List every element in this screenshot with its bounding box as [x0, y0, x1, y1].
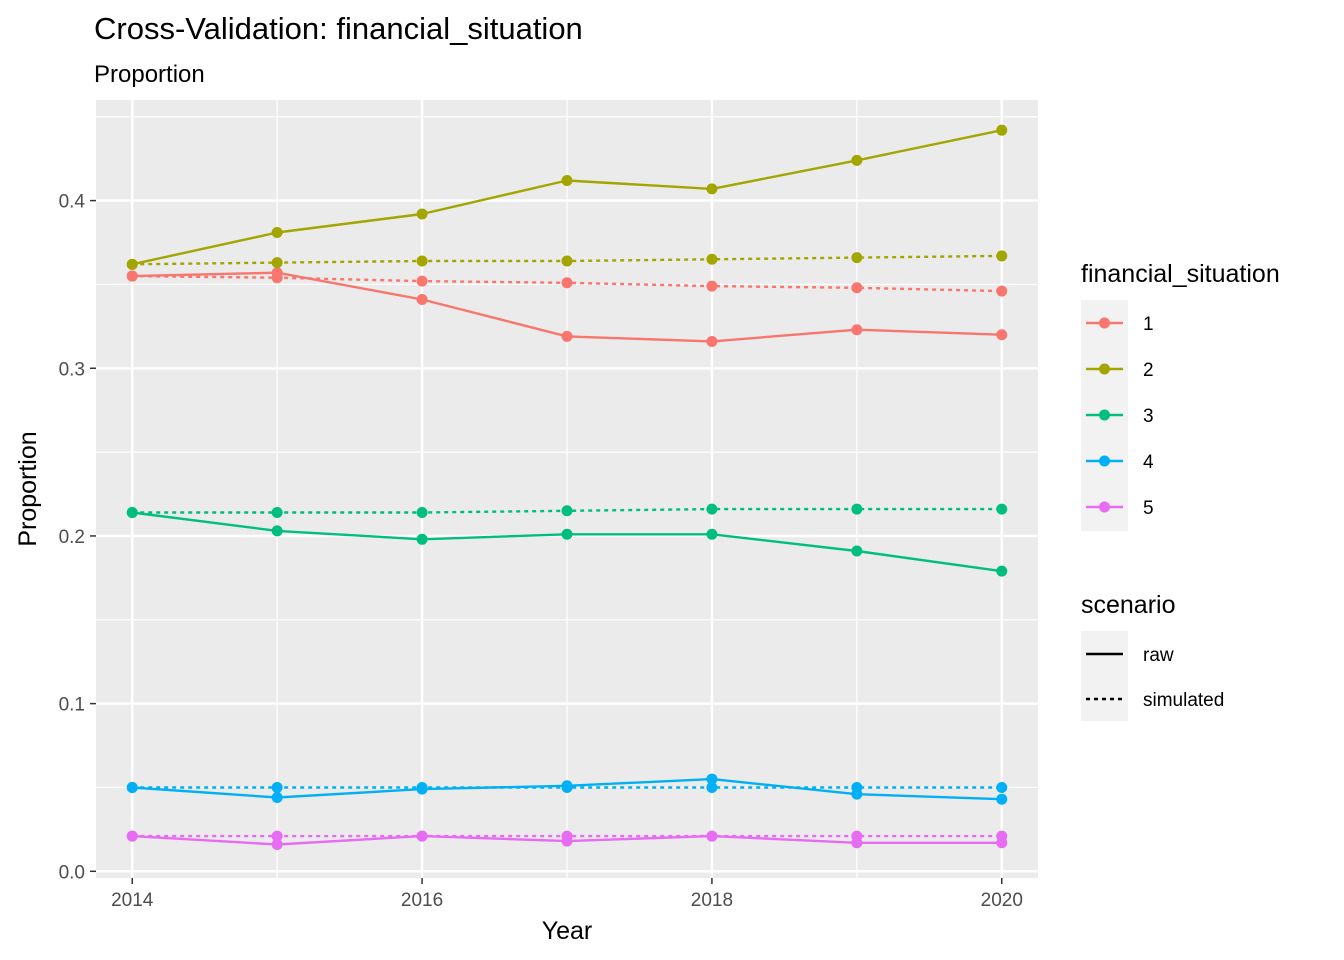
data-point-1-simulated: [561, 277, 573, 289]
data-point-3-simulated: [851, 503, 863, 515]
x-tick-label: 2014: [111, 890, 154, 911]
legend-scenario: scenario raw simulated: [1081, 591, 1224, 721]
legend-key-background: [1081, 631, 1128, 721]
legend-key-point: [1099, 317, 1110, 329]
data-point-2-simulated: [271, 257, 283, 269]
data-point-5-simulated: [126, 830, 138, 842]
data-point-3-simulated: [271, 506, 283, 518]
data-point-3-simulated: [706, 503, 718, 515]
y-tick-label: 0.2: [59, 527, 85, 548]
legend-key-point: [1099, 455, 1110, 467]
legend-label: 3: [1143, 406, 1154, 427]
legend-label: 5: [1143, 498, 1154, 519]
data-point-3-simulated: [416, 506, 428, 518]
data-point-5-simulated: [996, 830, 1008, 842]
data-point-2-raw: [416, 208, 428, 220]
y-axis: 0.0 0.1 0.2 0.3 0.4: [59, 192, 96, 883]
data-point-3-raw: [416, 533, 428, 545]
data-point-5-simulated: [706, 830, 718, 842]
data-point-1-raw: [851, 324, 863, 336]
legend-title-financial-situation: financial_situation: [1081, 260, 1280, 288]
data-point-1-raw: [996, 329, 1008, 341]
data-point-2-raw: [706, 183, 718, 195]
data-point-4-simulated: [271, 781, 283, 793]
legend-label: 4: [1143, 452, 1154, 473]
chart-title: Cross-Validation: financial_situation: [94, 11, 583, 46]
data-point-4-simulated: [706, 781, 718, 793]
data-point-4-raw: [996, 793, 1008, 805]
data-point-2-simulated: [126, 258, 138, 270]
data-point-3-raw: [561, 528, 573, 540]
data-point-5-raw: [271, 838, 283, 850]
legend-color-keys: 1 2 3 4 5: [1086, 314, 1154, 519]
data-point-4-simulated: [126, 781, 138, 793]
data-point-4-simulated: [416, 781, 428, 793]
data-point-1-raw: [561, 330, 573, 342]
data-point-5-simulated: [416, 830, 428, 842]
data-point-3-raw: [271, 525, 283, 537]
data-point-3-raw: [851, 545, 863, 557]
data-point-5-simulated: [851, 830, 863, 842]
legend-key-point: [1099, 501, 1110, 513]
legend-linetype-keys: raw simulated: [1086, 645, 1224, 711]
legend-label: simulated: [1143, 690, 1224, 711]
x-tick-label: 2016: [401, 890, 443, 911]
data-point-1-simulated: [996, 285, 1008, 297]
data-point-1-raw: [706, 335, 718, 347]
data-point-4-raw: [706, 773, 718, 785]
legend-label: raw: [1143, 645, 1174, 666]
x-axis: 2014 2016 2018 2020: [111, 878, 1023, 911]
legend-title-scenario: scenario: [1081, 591, 1176, 619]
data-point-2-simulated: [851, 252, 863, 264]
data-point-3-simulated: [561, 505, 573, 517]
y-axis-title: Proportion: [14, 431, 42, 546]
data-point-1-simulated: [851, 282, 863, 294]
data-point-3-simulated: [996, 503, 1008, 515]
data-point-1-simulated: [706, 280, 718, 292]
data-point-5-simulated: [561, 830, 573, 842]
x-tick-label: 2018: [691, 890, 733, 911]
data-point-4-simulated: [561, 781, 573, 793]
data-point-1-simulated: [126, 270, 138, 282]
y-tick-label: 0.4: [59, 192, 86, 213]
legend-financial-situation: financial_situation 1 2 3 4 5: [1081, 260, 1280, 531]
legend-key-point: [1099, 409, 1110, 421]
data-point-2-simulated: [996, 250, 1008, 262]
data-point-4-simulated: [996, 781, 1008, 793]
legend-label: 1: [1143, 314, 1154, 335]
x-tick-label: 2020: [981, 890, 1023, 911]
data-point-2-raw: [561, 174, 573, 186]
data-point-3-simulated: [126, 506, 138, 518]
data-point-5-simulated: [271, 830, 283, 842]
y-tick-label: 0.0: [59, 862, 85, 883]
y-tick-label: 0.1: [59, 695, 85, 716]
data-point-2-raw: [996, 124, 1008, 136]
data-point-2-raw: [851, 154, 863, 166]
data-point-4-simulated: [851, 781, 863, 793]
y-tick-label: 0.3: [59, 359, 85, 380]
data-point-1-simulated: [416, 275, 428, 287]
series-points: [126, 124, 1008, 850]
legend-key-point: [1099, 363, 1110, 375]
chart-subtitle: Proportion: [94, 61, 205, 88]
data-point-1-raw: [416, 294, 428, 306]
data-point-3-raw: [996, 565, 1008, 577]
data-point-2-simulated: [561, 255, 573, 267]
data-point-3-raw: [706, 528, 718, 540]
data-point-4-raw: [271, 792, 283, 804]
legend-label: 2: [1143, 360, 1154, 381]
data-point-2-simulated: [706, 253, 718, 265]
data-point-1-simulated: [271, 272, 283, 284]
x-axis-title: Year: [542, 917, 593, 945]
data-point-2-raw: [271, 226, 283, 238]
data-point-2-simulated: [416, 255, 428, 267]
